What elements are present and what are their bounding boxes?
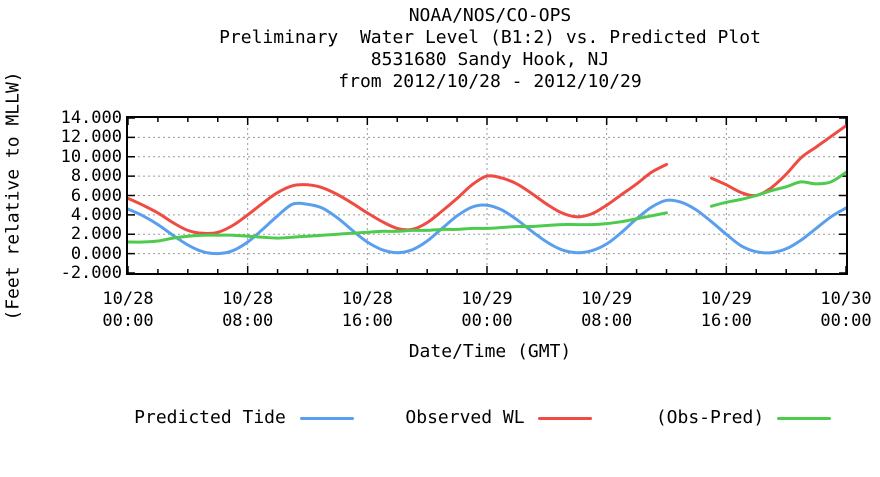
y-axis-label: (Feet relative to MLLW) <box>2 71 24 321</box>
x-tick-label: 10/28 16:00 <box>322 288 412 332</box>
legend-label-obs-pred: (Obs-Pred) <box>655 407 765 428</box>
obs-pred-line <box>128 170 846 244</box>
legend-label-predicted-tide: Predicted Tide <box>134 407 286 428</box>
x-tick-date: 10/28 <box>222 289 274 309</box>
x-tick-label: 10/28 08:00 <box>203 288 293 332</box>
legend-swatch-observed-wl <box>538 417 592 420</box>
y-tick-label: 4.000 <box>70 204 122 225</box>
observed-wl-line <box>128 124 846 235</box>
chart-title-station: 8531680 Sandy Hook, NJ <box>370 49 610 70</box>
y-tick-label: 14.000 <box>60 108 122 128</box>
x-tick-time: 00:00 <box>820 311 872 331</box>
x-tick-time: 08:00 <box>581 311 633 331</box>
x-tick-date: 10/29 <box>461 289 513 309</box>
legend-swatch-obs-pred <box>777 417 831 420</box>
legend-swatch-predicted-tide <box>300 417 354 420</box>
x-tick-time: 16:00 <box>341 311 393 331</box>
chart-title-block: NOAA/NOS/CO-OPS Preliminary Water Level … <box>100 5 880 93</box>
x-tick-date: 10/28 <box>341 289 393 309</box>
plot-canvas <box>128 118 846 273</box>
gridlines <box>128 118 846 273</box>
x-tick-date: 10/30 <box>820 289 872 309</box>
legend-label-observed-wl: Observed WL <box>405 407 525 428</box>
x-tick-label: 10/29 08:00 <box>562 288 652 332</box>
x-tick-time: 08:00 <box>222 311 274 331</box>
x-tick-label: 10/29 00:00 <box>442 288 532 332</box>
tick-marks <box>128 118 846 273</box>
x-tick-label: 10/28 00:00 <box>83 288 173 332</box>
x-axis-label: Date/Time (GMT) <box>408 341 572 362</box>
y-tick-label: 6.000 <box>70 185 122 206</box>
y-tick-label: 0.000 <box>70 243 122 264</box>
y-tick-label: 12.000 <box>60 127 122 148</box>
predicted-tide-line <box>128 198 846 256</box>
x-tick-date: 10/29 <box>581 289 633 309</box>
x-tick-time: 16:00 <box>700 311 752 331</box>
x-tick-date: 10/28 <box>102 289 154 309</box>
plot-area <box>126 116 848 275</box>
chart-title-date-range: from 2012/10/28 - 2012/10/29 <box>338 71 642 92</box>
x-tick-label: 10/30 00:00 <box>801 288 880 332</box>
y-tick-label: -2.000 <box>60 263 122 283</box>
y-tick-label: 2.000 <box>70 224 122 245</box>
chart-title-agency: NOAA/NOS/CO-OPS <box>408 5 572 26</box>
y-tick-label: 10.000 <box>60 146 122 167</box>
chart-title-plot-type: Preliminary Water Level (B1:2) vs. Predi… <box>219 27 761 48</box>
x-tick-time: 00:00 <box>461 311 513 331</box>
x-tick-date: 10/29 <box>700 289 752 309</box>
x-tick-time: 00:00 <box>102 311 154 331</box>
y-tick-label: 8.000 <box>70 166 122 187</box>
x-tick-label: 10/29 16:00 <box>681 288 771 332</box>
